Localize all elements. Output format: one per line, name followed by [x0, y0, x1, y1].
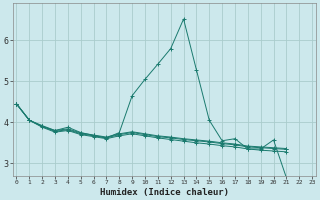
X-axis label: Humidex (Indice chaleur): Humidex (Indice chaleur) [100, 188, 229, 197]
